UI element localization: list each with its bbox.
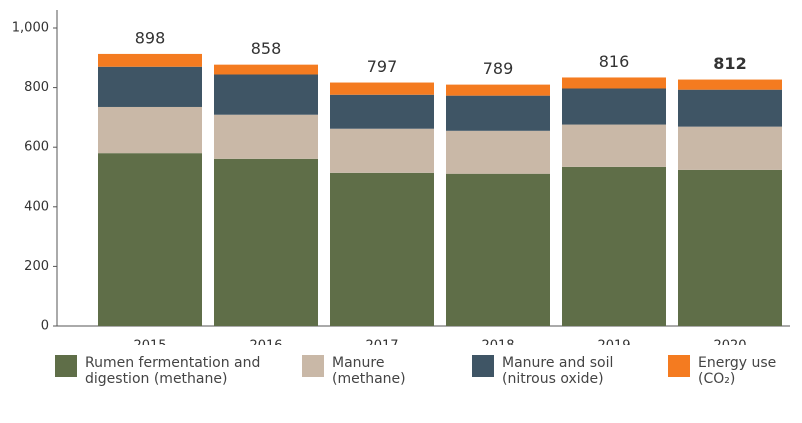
bar-segment	[562, 124, 666, 167]
legend-item: Rumen fermentation and digestion (methan…	[55, 355, 275, 387]
legend-swatch	[472, 355, 494, 377]
total-label: 797	[367, 57, 398, 76]
bar-segment	[446, 95, 550, 131]
bar-segment	[98, 106, 202, 154]
y-tick-label: 800	[24, 80, 49, 95]
bar-segment	[562, 88, 666, 125]
bar-segment	[98, 66, 202, 107]
total-label: 812	[713, 54, 746, 73]
y-tick-label: 1,000	[12, 21, 49, 36]
bar-segment	[562, 166, 666, 326]
bar-segment	[330, 94, 434, 129]
bar-segment	[446, 130, 550, 174]
bar-segment	[330, 172, 434, 326]
bar-segment	[214, 74, 318, 115]
y-tick-label: 600	[24, 140, 49, 155]
legend-swatch	[668, 355, 690, 377]
bar-segment	[98, 153, 202, 326]
bar-segment	[330, 82, 434, 95]
chart: 0 200 400 600 800 1,000 2015 898 2016 858 2017 797 2…	[12, 10, 790, 354]
legend-label: Energy use (CO₂)	[698, 355, 777, 387]
total-label: 816	[599, 52, 630, 71]
legend-item: Energy use (CO₂)	[668, 355, 778, 387]
y-tick-label: 200	[24, 259, 49, 274]
y-tick-label: 0	[41, 319, 49, 334]
legend-swatch	[55, 355, 77, 377]
bar-segment	[678, 126, 782, 170]
x-tick-label: 2020	[713, 339, 746, 346]
total-label: 789	[483, 59, 514, 78]
bar-segment	[678, 79, 782, 90]
bar-segment	[446, 84, 550, 96]
bar-segment	[98, 53, 202, 67]
legend-label: Manure (methane)	[332, 355, 406, 387]
legend-label: Manure and soil (nitrous oxide)	[502, 355, 614, 387]
bar-segment	[678, 169, 782, 326]
legend-label: Rumen fermentation and digestion (methan…	[85, 355, 261, 387]
x-tick-label: 2019	[597, 339, 630, 346]
legend-swatch	[302, 355, 324, 377]
x-tick-label: 2015	[133, 339, 166, 346]
x-tick-label: 2018	[481, 339, 514, 346]
total-label: 898	[135, 28, 166, 47]
y-tick-label: 400	[24, 199, 49, 214]
legend-item: Manure (methane)	[302, 355, 442, 387]
bar-segment	[678, 89, 782, 127]
bar-segment	[214, 114, 318, 159]
total-label: 858	[251, 39, 282, 58]
x-tick-label: 2016	[249, 339, 282, 346]
legend-item: Manure and soil (nitrous oxide)	[472, 355, 652, 387]
bar-segment	[446, 173, 550, 326]
x-tick-label: 2017	[365, 339, 398, 346]
bar-segment	[214, 64, 318, 75]
bar-segment	[214, 158, 318, 326]
bar-segment	[330, 128, 434, 173]
bar-segment	[562, 77, 666, 89]
